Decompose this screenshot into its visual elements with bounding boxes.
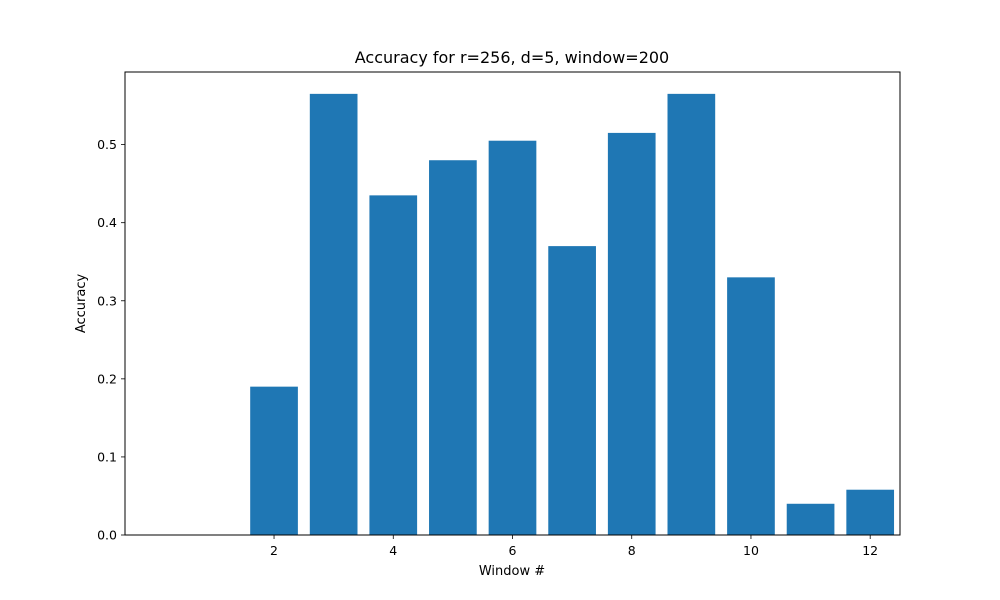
chart-title: Accuracy for r=256, d=5, window=200 (355, 48, 669, 67)
y-tick-label: 0.0 (97, 528, 117, 543)
bar-11 (786, 503, 835, 535)
bar-6 (488, 140, 537, 536)
x-axis: 2 4 6 8 10 12 (270, 535, 878, 558)
bar-8 (607, 132, 656, 535)
bar-2 (250, 386, 298, 535)
x-tick-label: 4 (389, 543, 397, 558)
y-tick-label: 0.1 (97, 449, 117, 464)
x-tick-label: 6 (509, 543, 517, 558)
bar-3 (309, 93, 358, 535)
y-axis: 0.0 0.1 0.2 0.3 0.4 0.5 (97, 137, 125, 543)
y-tick-label: 0.4 (97, 215, 117, 230)
bar-10 (727, 277, 775, 535)
x-tick-label: 10 (743, 543, 759, 558)
x-tick-label: 2 (270, 543, 278, 558)
y-axis-label: Accuracy (74, 274, 89, 334)
x-tick-label: 8 (628, 543, 636, 558)
y-tick-label: 0.5 (97, 137, 117, 152)
y-tick-label: 0.2 (97, 371, 117, 386)
y-tick-label: 0.3 (97, 293, 117, 308)
bar-5 (429, 160, 477, 535)
bar-4 (369, 195, 418, 536)
bar-12 (846, 489, 895, 535)
bars (250, 93, 895, 536)
bar-7 (548, 246, 596, 536)
x-tick-label: 12 (862, 543, 878, 558)
x-axis-label: Window # (479, 564, 545, 579)
bar-9 (667, 93, 716, 535)
